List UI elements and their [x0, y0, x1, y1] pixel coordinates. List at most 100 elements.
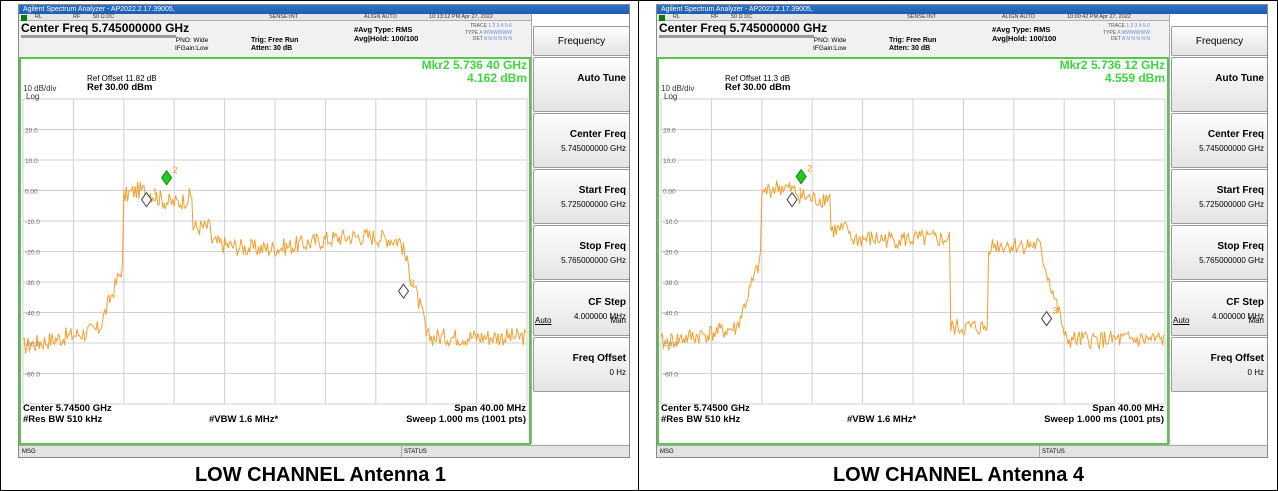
stop-freq-button[interactable]: Stop Freq 5.765000000 GHz [533, 225, 629, 280]
spectrum-trace [660, 180, 1165, 352]
y-tick-label: 20.0 [663, 128, 676, 135]
ref-level: Ref 30.00 dBm [87, 82, 153, 93]
man-option[interactable]: Man [1248, 316, 1264, 325]
status-label: STATUS [401, 446, 427, 457]
trace-table: TRACE 1 2 3 4 5 6 TYPE A WWWWWW DET A N … [465, 23, 512, 43]
y-tick-label: -20.0 [663, 250, 678, 257]
timestamp: 10:13:12 PM Apr 27, 2022 [429, 14, 493, 20]
ref-level: Ref 30.00 dBm [725, 82, 791, 93]
start-freq-button[interactable]: Start Freq 5.725000000 GHz [533, 169, 629, 224]
spectrum-trace [22, 181, 527, 354]
auto-tune-button[interactable]: Auto Tune [1171, 57, 1267, 112]
window-title: Agilent Spectrum Analyzer - AP2022.2.17.… [19, 5, 629, 14]
analyzer-window: Agilent Spectrum Analyzer - AP2022.2.17.… [18, 4, 630, 458]
trig-text: Trig: Free Run [251, 37, 299, 44]
cf-step-button[interactable]: CF Step 4.000000 MHz Auto Man [533, 281, 629, 336]
y-tick-label: -10.0 [25, 219, 40, 226]
atten-text: Atten: 30 dB [889, 45, 931, 52]
align-label: ALIGN AUTO [364, 14, 397, 20]
marker-freq: Mkr2 5.736 40 GHz [421, 58, 527, 72]
marker-1-icon[interactable] [140, 191, 153, 208]
sweep-footer: Sweep 1.000 ms (1001 pts) [1044, 414, 1164, 425]
marker-1-icon[interactable] [786, 191, 798, 208]
center-freq-readout: Center Freq 5.745000000 GHz [659, 21, 828, 35]
avg-hold: Avg|Hold: 100/100 [354, 34, 419, 43]
marker-readout: Mkr2 5.736 12 GHz 4.559 dBm [1060, 59, 1165, 85]
spectrum-display: 20.0 10.0 0.00 -10.0 -20.0 -30.0 -40.0 -50.0 -60… [657, 57, 1169, 445]
avg-type: #Avg Type: RMS [354, 25, 413, 34]
auto-tune-button[interactable]: Auto Tune [533, 57, 629, 112]
center-label: Center Freq [1207, 129, 1264, 140]
sense-label: SENSE:INT [269, 14, 299, 20]
softkey-panel: Frequency Auto Tune Center Freq 5.7450000… [1169, 14, 1267, 444]
marker-3-icon[interactable] [397, 283, 410, 300]
window-title: Agilent Spectrum Analyzer - AP2022.2.17.… [657, 5, 1267, 14]
db-per-div: 10 dB/div [23, 84, 57, 93]
y-tick-label: 10.0 [663, 158, 676, 165]
auto-option[interactable]: Auto [1173, 316, 1190, 325]
start-label: Start Freq [1216, 185, 1264, 196]
span-footer: Span 40.00 MHz [1092, 403, 1164, 414]
center-freq-readout: Center Freq 5.745000000 GHz [21, 21, 190, 35]
status-strip: RL RF 50 Ω DC SENSE:INT ALIGN AUTO 10:13… [19, 14, 531, 21]
marker-2-icon[interactable] [795, 168, 807, 185]
marker-power: 4.559 dBm [1104, 71, 1165, 85]
cfstep-label: CF Step [588, 297, 626, 308]
center-freq-button[interactable]: Center Freq 5.745000000 GHz [1171, 113, 1267, 168]
trace-label: TRACE [469, 23, 487, 29]
trace-digits: 1 2 3 4 5 6 [488, 23, 512, 29]
marker-2-label: 2 [173, 165, 178, 175]
rl-label: RL [35, 14, 43, 20]
frequency-menu-button[interactable]: Frequency [533, 26, 629, 56]
trace-label: TRACE [1107, 23, 1125, 29]
marker-power: 4.162 dBm [466, 71, 527, 85]
marker-2-label: 2 [807, 164, 812, 174]
vbw-footer: #VBW 1.6 MHz* [847, 414, 917, 425]
trace-table: TRACE 1 2 3 4 5 6 TYPE A WWWWWW DET A N … [1103, 23, 1150, 43]
det-value: A N N N N N [483, 36, 512, 42]
frequency-menu-button[interactable]: Frequency [1171, 26, 1267, 56]
pno-text: PNO: Wide [175, 37, 209, 44]
log-scale-label: Log [26, 92, 40, 101]
man-option[interactable]: Man [610, 316, 626, 325]
stop-label: Stop Freq [1217, 241, 1264, 252]
freq-offset-button[interactable]: Freq Offset 0 Hz [533, 337, 629, 392]
marker-3-icon[interactable] [1040, 310, 1053, 327]
cf-step-button[interactable]: CF Step 4.000000 MHz Auto Man [1171, 281, 1267, 336]
softkey-panel: Frequency Auto Tune Center Freq 5.7450000… [531, 14, 629, 444]
y-tick-label: -60.0 [25, 372, 40, 379]
avg-info: #Avg Type: RMS Avg|Hold: 100/100 [992, 25, 1056, 43]
y-tick-label: 10.0 [25, 158, 38, 165]
stop-freq-button[interactable]: Stop Freq 5.765000000 GHz [1171, 225, 1267, 280]
start-value: 5.725000000 GHz [561, 200, 626, 209]
marker-2-icon[interactable] [161, 169, 173, 186]
panel-cell-2: Agilent Spectrum Analyzer - AP2022.2.17.… [639, 1, 1277, 490]
impedance-label: 50 Ω DC [93, 14, 115, 20]
det-label: DET [472, 36, 483, 42]
offset-label: Freq Offset [572, 353, 626, 364]
y-tick-label: -50.0 [25, 341, 40, 348]
marker-freq: Mkr2 5.736 12 GHz [1059, 58, 1165, 72]
marker-1-label: 1 [152, 187, 157, 197]
center-freq-bar [21, 35, 176, 38]
message-bar: MSG STATUS [657, 445, 1267, 457]
pno-info: PNO: Wide IFGain:Low [813, 37, 846, 53]
avg-type: #Avg Type: RMS [992, 25, 1051, 34]
menu-label: Frequency [557, 36, 606, 47]
cfstep-value: 4.000000 MHz [1211, 312, 1264, 321]
stop-label: Stop Freq [579, 241, 626, 252]
y-tick-label: -10.0 [663, 219, 678, 226]
auto-option[interactable]: Auto [535, 316, 552, 325]
center-value: 5.745000000 GHz [1199, 144, 1264, 153]
msg-label: MSG [660, 449, 674, 455]
center-freq-button[interactable]: Center Freq 5.745000000 GHz [533, 113, 629, 168]
freq-offset-button[interactable]: Freq Offset 0 Hz [1171, 337, 1267, 392]
impedance-label: 50 Ω DC [731, 14, 753, 20]
start-freq-button[interactable]: Start Freq 5.725000000 GHz [1171, 169, 1267, 224]
x-icon [21, 14, 27, 21]
status-label: STATUS [1039, 446, 1065, 457]
atten-text: Atten: 30 dB [251, 45, 293, 52]
rbw-footer: #Res BW 510 kHz [661, 414, 741, 425]
ref-offset: Ref Offset 11.3 dB [725, 74, 791, 83]
center-footer: Center 5.74500 GHz [661, 403, 750, 414]
